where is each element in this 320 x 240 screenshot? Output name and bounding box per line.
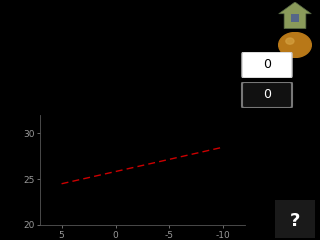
FancyBboxPatch shape [242,82,292,108]
Text: 0: 0 [263,59,271,72]
FancyBboxPatch shape [242,52,292,78]
Bar [291,14,299,22]
Circle shape [286,38,294,44]
FancyBboxPatch shape [273,198,316,240]
Text: 0: 0 [263,89,271,102]
Circle shape [279,32,311,57]
Polygon shape [279,2,311,29]
Text: ?: ? [290,211,300,229]
